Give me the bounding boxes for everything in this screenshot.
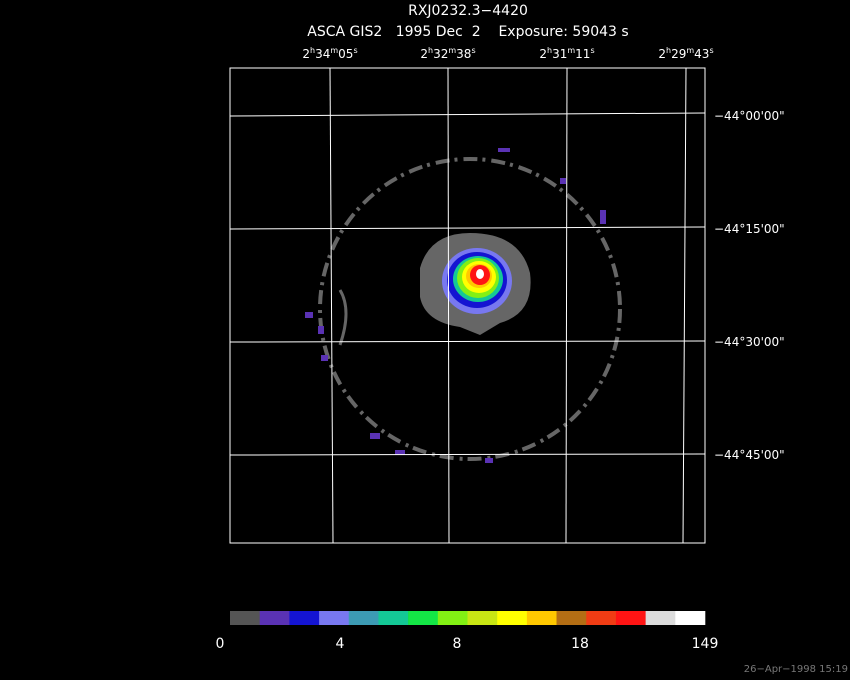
ra-value: 29	[671, 47, 686, 61]
ra-unit: s	[590, 46, 594, 55]
colorbar-label: 8	[453, 636, 462, 652]
ra-value: 31	[552, 47, 567, 61]
detector-ring	[318, 157, 622, 461]
dec-label: −44°30'00"	[714, 335, 785, 349]
color-swatch	[586, 611, 617, 625]
ra-value: 2	[302, 47, 310, 61]
image	[229, 67, 706, 544]
colorbar: 0 4 8 18 149	[216, 611, 719, 652]
ra-value: 32	[433, 47, 448, 61]
title: RXJ0232.3−4420	[408, 3, 528, 19]
ra-unit: h	[666, 46, 671, 55]
color-swatch	[615, 611, 646, 625]
color-swatch	[408, 611, 439, 625]
ra-label: 2h32m38s	[420, 46, 475, 61]
ra-value: 34	[315, 47, 330, 61]
color-swatch	[319, 611, 350, 625]
dec-label: −44°45'00"	[714, 448, 785, 462]
ra-value: 11	[575, 47, 590, 61]
timestamp: 26−Apr−1998 15:19	[744, 664, 848, 675]
color-swatch	[289, 611, 320, 625]
color-swatch	[526, 611, 557, 625]
ra-value: 05	[338, 47, 353, 61]
subtitle: ASCA GIS2 1995 Dec 2 Exposure: 59043 s	[307, 24, 628, 40]
source	[420, 233, 531, 335]
ra-label: 2h29m43s	[658, 46, 713, 61]
ra-unit: s	[471, 46, 475, 55]
colorbar-label: 18	[571, 636, 589, 652]
ra-unit: m	[686, 46, 694, 55]
color-swatch	[675, 611, 706, 625]
colorbar-label: 4	[336, 636, 345, 652]
color-swatch	[497, 611, 528, 625]
ra-unit: h	[547, 46, 552, 55]
color-swatch	[230, 611, 260, 625]
dec-label: −44°00'00"	[714, 109, 785, 123]
color-swatch	[348, 611, 379, 625]
image-frame	[229, 67, 706, 544]
ra-unit: m	[330, 46, 338, 55]
coordinate-grid	[229, 67, 706, 544]
ra-unit: m	[567, 46, 575, 55]
ra-label: 2h31m11s	[539, 46, 594, 61]
ra-label: 2h34m05s	[302, 46, 357, 61]
ra-value: 2	[539, 47, 547, 61]
ra-value: 38	[456, 47, 471, 61]
color-swatch	[378, 611, 409, 625]
ra-unit: h	[428, 46, 433, 55]
color-swatch	[556, 611, 587, 625]
ra-value: 2	[658, 47, 666, 61]
edge-pixels	[305, 148, 606, 463]
ra-value: 2	[420, 47, 428, 61]
ring-feature	[338, 289, 348, 346]
ra-labels: 2h34m05s 2h32m38s 2h31m11s 2h29m43s	[302, 46, 713, 61]
ra-unit: s	[353, 46, 357, 55]
color-swatch	[259, 611, 290, 625]
ra-unit: h	[310, 46, 315, 55]
ra-value: 43	[694, 47, 709, 61]
color-swatch	[645, 611, 676, 625]
color-swatch	[437, 611, 468, 625]
color-swatch	[467, 611, 498, 625]
colorbar-label: 0	[216, 636, 225, 652]
dec-labels: −44°00'00" −44°15'00" −44°30'00" −44°45'00"	[714, 109, 785, 462]
colorbar-label: 149	[692, 636, 719, 652]
dec-label: −44°15'00"	[714, 222, 785, 236]
ra-unit: m	[448, 46, 456, 55]
ra-unit: s	[709, 46, 713, 55]
